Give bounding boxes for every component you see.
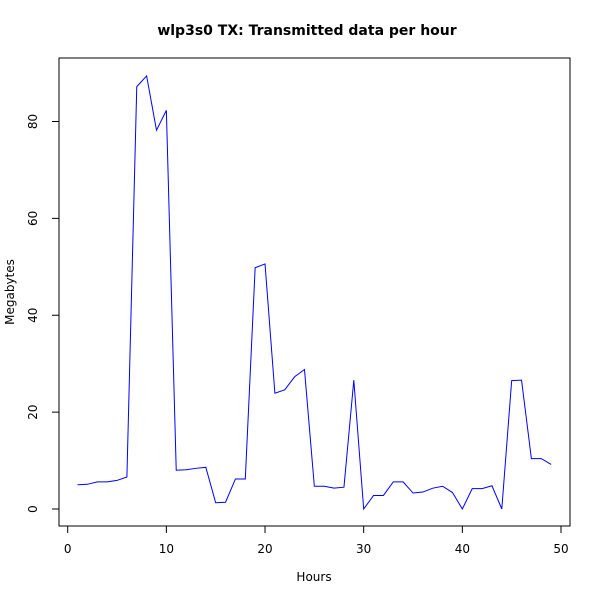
chart-title: wlp3s0 TX: Transmitted data per hour <box>157 23 456 39</box>
y-tick-label: 60 <box>26 211 40 226</box>
x-tick-label: 30 <box>356 542 371 556</box>
series-group <box>77 74 552 511</box>
y-tick-label: 80 <box>26 114 40 129</box>
x-tick-label: 40 <box>455 542 470 556</box>
x-tick-label: 10 <box>159 542 174 556</box>
x-axis: 0 10 20 30 40 50 <box>64 526 569 556</box>
y-axis-label: Megabytes <box>3 259 17 325</box>
plot-area-border <box>58 57 571 527</box>
x-tick-label: 50 <box>553 542 568 556</box>
y-axis: 0 20 40 60 80 <box>26 114 59 513</box>
y-tick-label: 0 <box>26 505 40 513</box>
x-axis-label: Hours <box>296 570 331 584</box>
x-tick-label: 0 <box>64 542 72 556</box>
y-tick-label: 20 <box>26 404 40 419</box>
series-line <box>77 74 552 511</box>
x-tick-label: 20 <box>257 542 272 556</box>
y-tick-label: 40 <box>26 308 40 323</box>
